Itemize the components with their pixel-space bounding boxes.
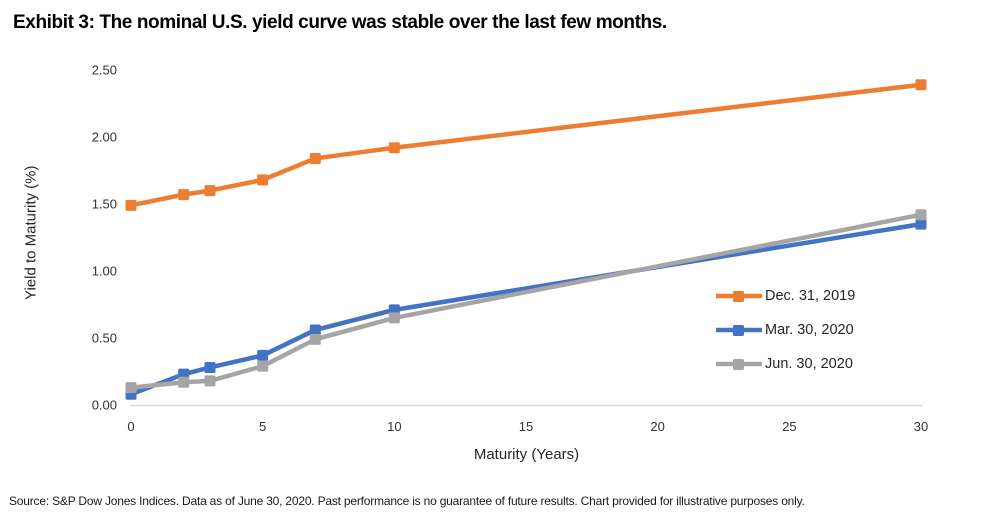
data-point-marker bbox=[257, 174, 269, 186]
data-point-marker bbox=[178, 376, 190, 388]
y-tick-label: 1.50 bbox=[92, 197, 117, 212]
data-point-marker bbox=[204, 185, 216, 197]
legend-item-jun-30-2020: Jun. 30, 2020 bbox=[716, 356, 853, 372]
data-point-marker bbox=[388, 142, 400, 154]
legend-swatch-icon bbox=[716, 359, 762, 370]
y-tick-label: 1.00 bbox=[92, 264, 117, 279]
data-point-marker bbox=[204, 361, 216, 373]
data-point-marker bbox=[915, 79, 927, 91]
source-note: Source: S&P Dow Jones Indices. Data as o… bbox=[9, 494, 805, 508]
x-tick-label: 10 bbox=[387, 419, 401, 434]
legend-item-mar-30-2020: Mar. 30, 2020 bbox=[716, 322, 854, 338]
x-tick-label: 30 bbox=[914, 419, 928, 434]
data-point-marker bbox=[125, 382, 137, 394]
legend-swatch-icon bbox=[716, 291, 762, 302]
legend-label: Mar. 30, 2020 bbox=[765, 322, 854, 338]
legend-label: Dec. 31, 2019 bbox=[765, 288, 856, 304]
legend-swatch-icon bbox=[716, 325, 762, 336]
data-point-marker bbox=[309, 152, 321, 164]
data-point-marker bbox=[125, 199, 137, 211]
y-tick-label: 2.00 bbox=[92, 130, 117, 145]
y-tick-label: 2.50 bbox=[92, 63, 117, 78]
x-tick-label: 0 bbox=[127, 419, 134, 434]
x-tick-label: 15 bbox=[519, 419, 533, 434]
chart-title: Exhibit 3: The nominal U.S. yield curve … bbox=[13, 12, 667, 33]
data-point-marker bbox=[915, 218, 927, 230]
data-point-marker bbox=[309, 333, 321, 345]
data-point-marker bbox=[178, 189, 190, 201]
y-tick-label: 0.50 bbox=[92, 331, 117, 346]
x-tick-label: 20 bbox=[650, 419, 664, 434]
legend-item-dec-31-2019: Dec. 31, 2019 bbox=[716, 288, 855, 304]
data-point-marker bbox=[204, 375, 216, 387]
y-tick-label: 0.00 bbox=[92, 398, 117, 413]
x-axis-title: Maturity (Years) bbox=[473, 446, 580, 463]
data-point-marker bbox=[257, 360, 269, 372]
x-tick-label: 25 bbox=[782, 419, 796, 434]
x-tick-label: 5 bbox=[259, 419, 266, 434]
data-point-marker bbox=[915, 209, 927, 221]
data-point-marker bbox=[257, 349, 269, 361]
data-point-marker bbox=[309, 324, 321, 336]
data-point-marker bbox=[388, 312, 400, 324]
legend-label: Jun. 30, 2020 bbox=[765, 356, 853, 372]
series-line bbox=[128, 82, 924, 208]
